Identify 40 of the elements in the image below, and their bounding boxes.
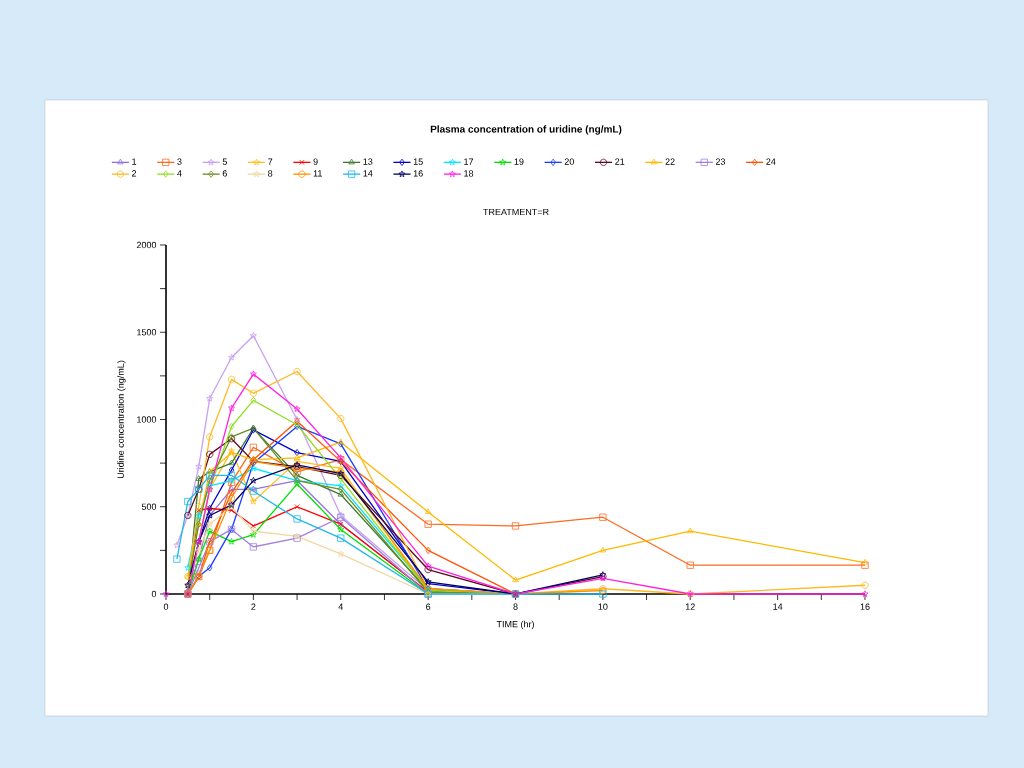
legend-label: 2: [132, 170, 137, 177]
x-tick-label: 16: [860, 603, 870, 610]
legend-label: 4: [177, 170, 182, 177]
legend-label: 13: [363, 158, 373, 165]
x-tick-label: 12: [685, 603, 695, 610]
y-tick-label: 1500: [137, 329, 157, 336]
legend-label: 20: [564, 158, 574, 165]
y-tick-label: 500: [141, 503, 157, 510]
legend-label: 24: [766, 158, 776, 165]
x-tick-label: 6: [426, 603, 431, 610]
x-tick-label: 0: [163, 603, 169, 610]
legend-label: 11: [313, 170, 322, 177]
legend-label: 18: [464, 170, 474, 177]
legend-label: 1: [132, 158, 137, 165]
legend-label: 3: [177, 158, 182, 165]
x-tick-label: 10: [598, 603, 608, 610]
legend-label: 5: [222, 158, 227, 165]
x-axis-title: TIME (hr): [496, 620, 534, 630]
legend-label: 19: [514, 158, 524, 165]
legend-label: 23: [715, 158, 726, 165]
x-tick-label: 14: [773, 603, 783, 610]
legend-label: 14: [363, 170, 373, 177]
legend-label: 16: [413, 170, 423, 177]
chart-subtitle: TREATMENT=R: [483, 208, 549, 216]
x-tick-label: 2: [251, 603, 256, 610]
legend-label: 6: [222, 170, 227, 177]
legend-label: 9: [313, 158, 318, 165]
chart-title: Plasma concentration of uridine (ng/mL): [430, 125, 622, 135]
x-tick-label: 4: [338, 603, 343, 610]
legend-label: 22: [665, 158, 675, 165]
y-tick-label: 0: [151, 590, 157, 598]
legend-label: 7: [268, 158, 273, 165]
y-tick-label: 1000: [137, 416, 157, 423]
legend-label: 15: [413, 158, 423, 165]
y-tick-label: 2000: [136, 241, 157, 249]
y-axis-title: Uridine concentration (ng/mL): [117, 360, 126, 479]
legend-label: 8: [268, 170, 273, 177]
legend-label: 21: [615, 158, 625, 165]
x-tick-label: 8: [513, 603, 518, 610]
legend-label: 17: [464, 158, 474, 165]
